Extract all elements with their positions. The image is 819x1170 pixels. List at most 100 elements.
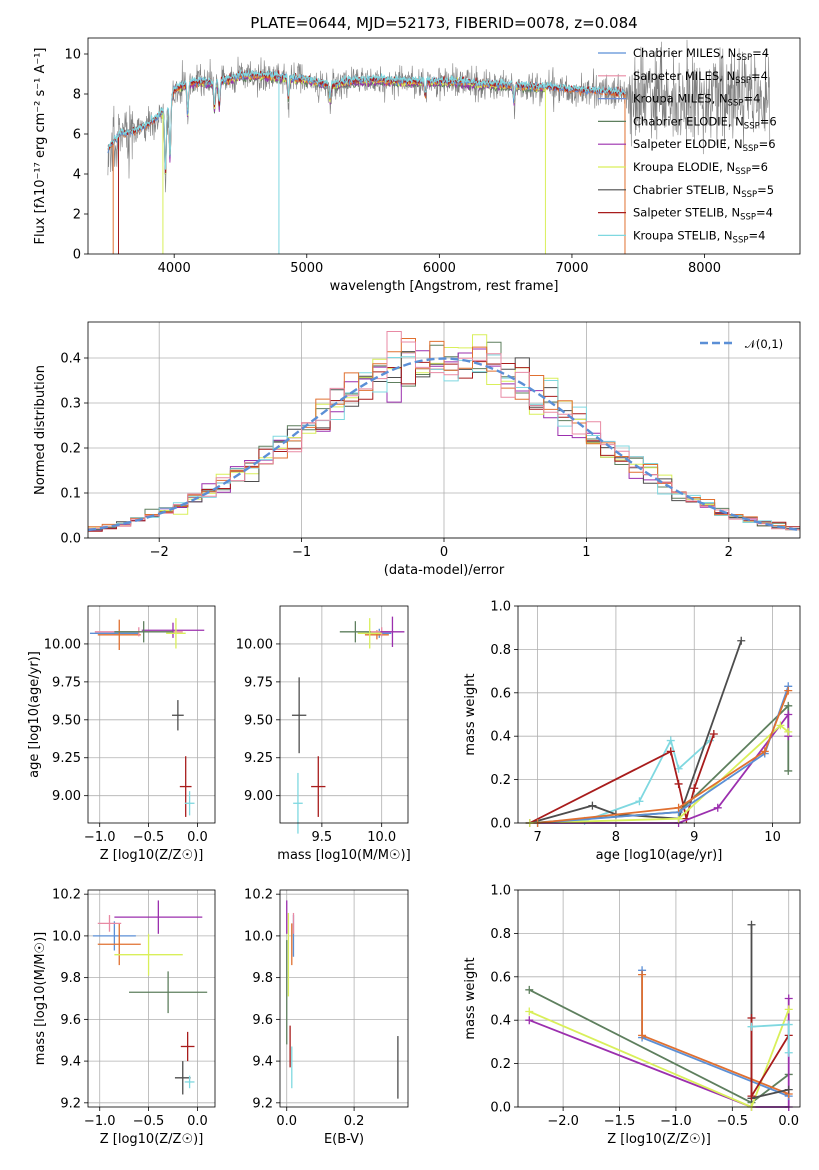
weight_vs_age-ytick-label: 0.2 (490, 773, 511, 788)
spectrum-legend-label: Kroupa MILES, NSSP=4 (633, 92, 760, 109)
mass_vs_ebv-xlabel: E(B-V) (324, 1132, 364, 1147)
weight_vs_Z-ytick-label: 1.0 (490, 884, 511, 899)
age_vs_mass-ytick-label: 9.00 (244, 789, 273, 804)
spectrum-xtick-label: 8000 (688, 261, 721, 276)
weight_vs_Z-xtick-label: −0.5 (717, 1114, 749, 1129)
mass_vs_ebv-ytick-label: 9.2 (252, 1096, 273, 1111)
spectrum-model-line-kroupa_elodie (160, 73, 546, 175)
weight_vs_Z-point-marker (784, 1020, 793, 1029)
residuals-xtick-label: −1 (292, 545, 311, 560)
weight_vs_age-ytick-label: 0.8 (490, 643, 511, 658)
weight_vs_age-ylabel: mass weight (463, 673, 478, 755)
weight_vs_age-xtick-label: 7 (533, 830, 541, 845)
mass_vs_Z-ytick-label: 9.6 (60, 1013, 81, 1028)
age_vs_mass-ytick-label: 9.25 (244, 751, 273, 766)
weight_vs_age-xtick-label: 10 (764, 830, 781, 845)
spectrum-legend-label: Chabrier ELODIE, NSSP=6 (633, 114, 777, 131)
spectrum-legend-label: Salpeter ELODIE, NSSP=6 (633, 137, 776, 154)
weight_vs_age-point-marker (784, 766, 793, 775)
spectrum-model-line-kroupa_stelib (107, 69, 626, 170)
weight_vs_age-ytick-label: 0.4 (490, 730, 511, 745)
weight_vs_Z-point-marker (638, 970, 647, 979)
age_vs_Z-ytick-label: 10.00 (44, 637, 81, 652)
residuals-ytick-label: 0.1 (60, 487, 81, 502)
weight_vs_Z-point-marker (638, 1031, 647, 1040)
weight_vs_Z-series-line (528, 988, 790, 1104)
mass_vs_ebv-xtick-label: 0.0 (276, 1114, 297, 1129)
mass_vs_Z-ytick-label: 9.2 (60, 1096, 81, 1111)
weight_vs_Z-point-marker (525, 1016, 534, 1025)
spectrum-ylabel: Flux [fλ10⁻¹⁷ erg cm⁻² s⁻¹ A⁻¹] (33, 48, 48, 245)
spectrum-ytick-label: 4 (73, 168, 81, 183)
weight_vs_Z-xtick-label: 0.0 (778, 1114, 799, 1129)
weight_vs_Z-ytick-label: 0.4 (490, 1014, 511, 1029)
weight_vs_age-point-marker (784, 710, 793, 719)
residuals-frame (87, 321, 801, 539)
weight_vs_Z-series-line (641, 970, 790, 1098)
age_vs_mass-ytick-label: 9.75 (244, 675, 273, 690)
age_vs_Z-ytick-label: 9.75 (52, 675, 81, 690)
weight_vs_Z-series-line (750, 924, 789, 1100)
age_vs_Z-ytick-label: 9.00 (52, 789, 81, 804)
weight_vs_age-point-marker (674, 764, 683, 773)
spectrum-ytick-label: 8 (73, 88, 81, 103)
weight_vs_age-series-line (529, 733, 715, 824)
weight_vs_age-series-line (529, 724, 789, 824)
weight_vs_age-point-marker (784, 701, 793, 710)
weight_vs_Z-xtick-label: −1.5 (604, 1114, 636, 1129)
weight_vs_Z-series-line (641, 974, 790, 1095)
weight_vs_age-series-line (529, 711, 790, 824)
age_vs_Z-ytick-label: 9.25 (52, 751, 81, 766)
weight_vs_age-point-marker (776, 721, 785, 730)
mass_vs_Z-ytick-label: 10.0 (52, 929, 81, 944)
weight_vs_age-point-marker (666, 736, 675, 745)
weight_vs_age-ytick-label: 1.0 (490, 600, 511, 615)
mass_vs_ebv-frame (279, 889, 409, 1108)
spectrum-ytick-label: 10 (64, 48, 81, 63)
spectrum-legend-label: Kroupa STELIB, NSSP=4 (633, 228, 765, 245)
weight_vs_age-series-line (529, 640, 743, 824)
spectrum-legend-label: Salpeter MILES, NSSP=4 (633, 69, 768, 86)
weight_vs_Z-xtick-label: −2.0 (547, 1114, 579, 1129)
weight_vs_age-series-line (537, 690, 790, 824)
mass_vs_Z-xtick-label: −1.0 (84, 1114, 116, 1129)
weight_vs_Z-point-marker (784, 1005, 793, 1014)
weight_vs_Z-xtick-label: −1.0 (660, 1114, 692, 1129)
weight_vs_Z-point-marker (747, 1092, 756, 1101)
mass_vs_Z-ytick-label: 9.4 (60, 1055, 81, 1070)
spectrum-legend-label: Salpeter STELIB, NSSP=4 (633, 206, 773, 223)
mass_vs_Z-ylabel: mass [log10(M/M☉)] (33, 932, 48, 1065)
age_vs_mass-ytick-label: 10.00 (236, 637, 273, 652)
weight_vs_Z-point-marker (784, 994, 793, 1003)
age_vs_mass-ytick-label: 9.50 (244, 713, 273, 728)
spectrum-xtick-label: 6000 (423, 261, 456, 276)
chart-title: PLATE=0644, MJD=52173, FIBERID=0078, z=0… (250, 14, 637, 32)
spectrum-xtick-label: 4000 (158, 261, 191, 276)
spectrum-legend-label: Kroupa ELODIE, NSSP=6 (633, 160, 768, 177)
residuals-xlabel: (data-model)/error (384, 563, 505, 578)
age_vs_Z-xlabel: Z [log10(Z/Z☉)] (100, 848, 204, 863)
weight_vs_Z-point-marker (747, 1022, 756, 1031)
weight_vs_age-ytick-label: 0.6 (490, 686, 511, 701)
weight_vs_Z-point-marker (525, 1007, 534, 1016)
mass_vs_Z-frame (87, 889, 216, 1108)
age_vs_Z-xtick-label: −0.5 (133, 830, 165, 845)
weight_vs_Z-ytick-label: 0.0 (490, 1101, 511, 1116)
mass_vs_Z-xtick-label: 0.0 (187, 1114, 208, 1129)
weight_vs_age-point-marker (784, 686, 793, 695)
weight_vs_age-point-marker (588, 801, 597, 810)
residuals-ylabel: Normed distribution (33, 365, 48, 495)
weight_vs_Z-ytick-label: 0.6 (490, 970, 511, 985)
spectrum-xtick-label: 7000 (555, 261, 588, 276)
weight_vs_age-point-marker (713, 803, 722, 812)
residuals-ytick-label: 0.0 (60, 532, 81, 547)
age_vs_Z-ytick-label: 9.50 (52, 713, 81, 728)
weight_vs_age-point-marker (635, 797, 644, 806)
mass_vs_ebv-ytick-label: 9.4 (252, 1055, 273, 1070)
weight_vs_Z-ytick-label: 0.2 (490, 1057, 511, 1072)
residuals-xtick-label: 0 (440, 545, 448, 560)
mass_vs_Z-ytick-label: 10.2 (52, 888, 81, 903)
age_vs_mass-frame (279, 605, 409, 824)
weight_vs_Z-ytick-label: 0.8 (490, 927, 511, 942)
